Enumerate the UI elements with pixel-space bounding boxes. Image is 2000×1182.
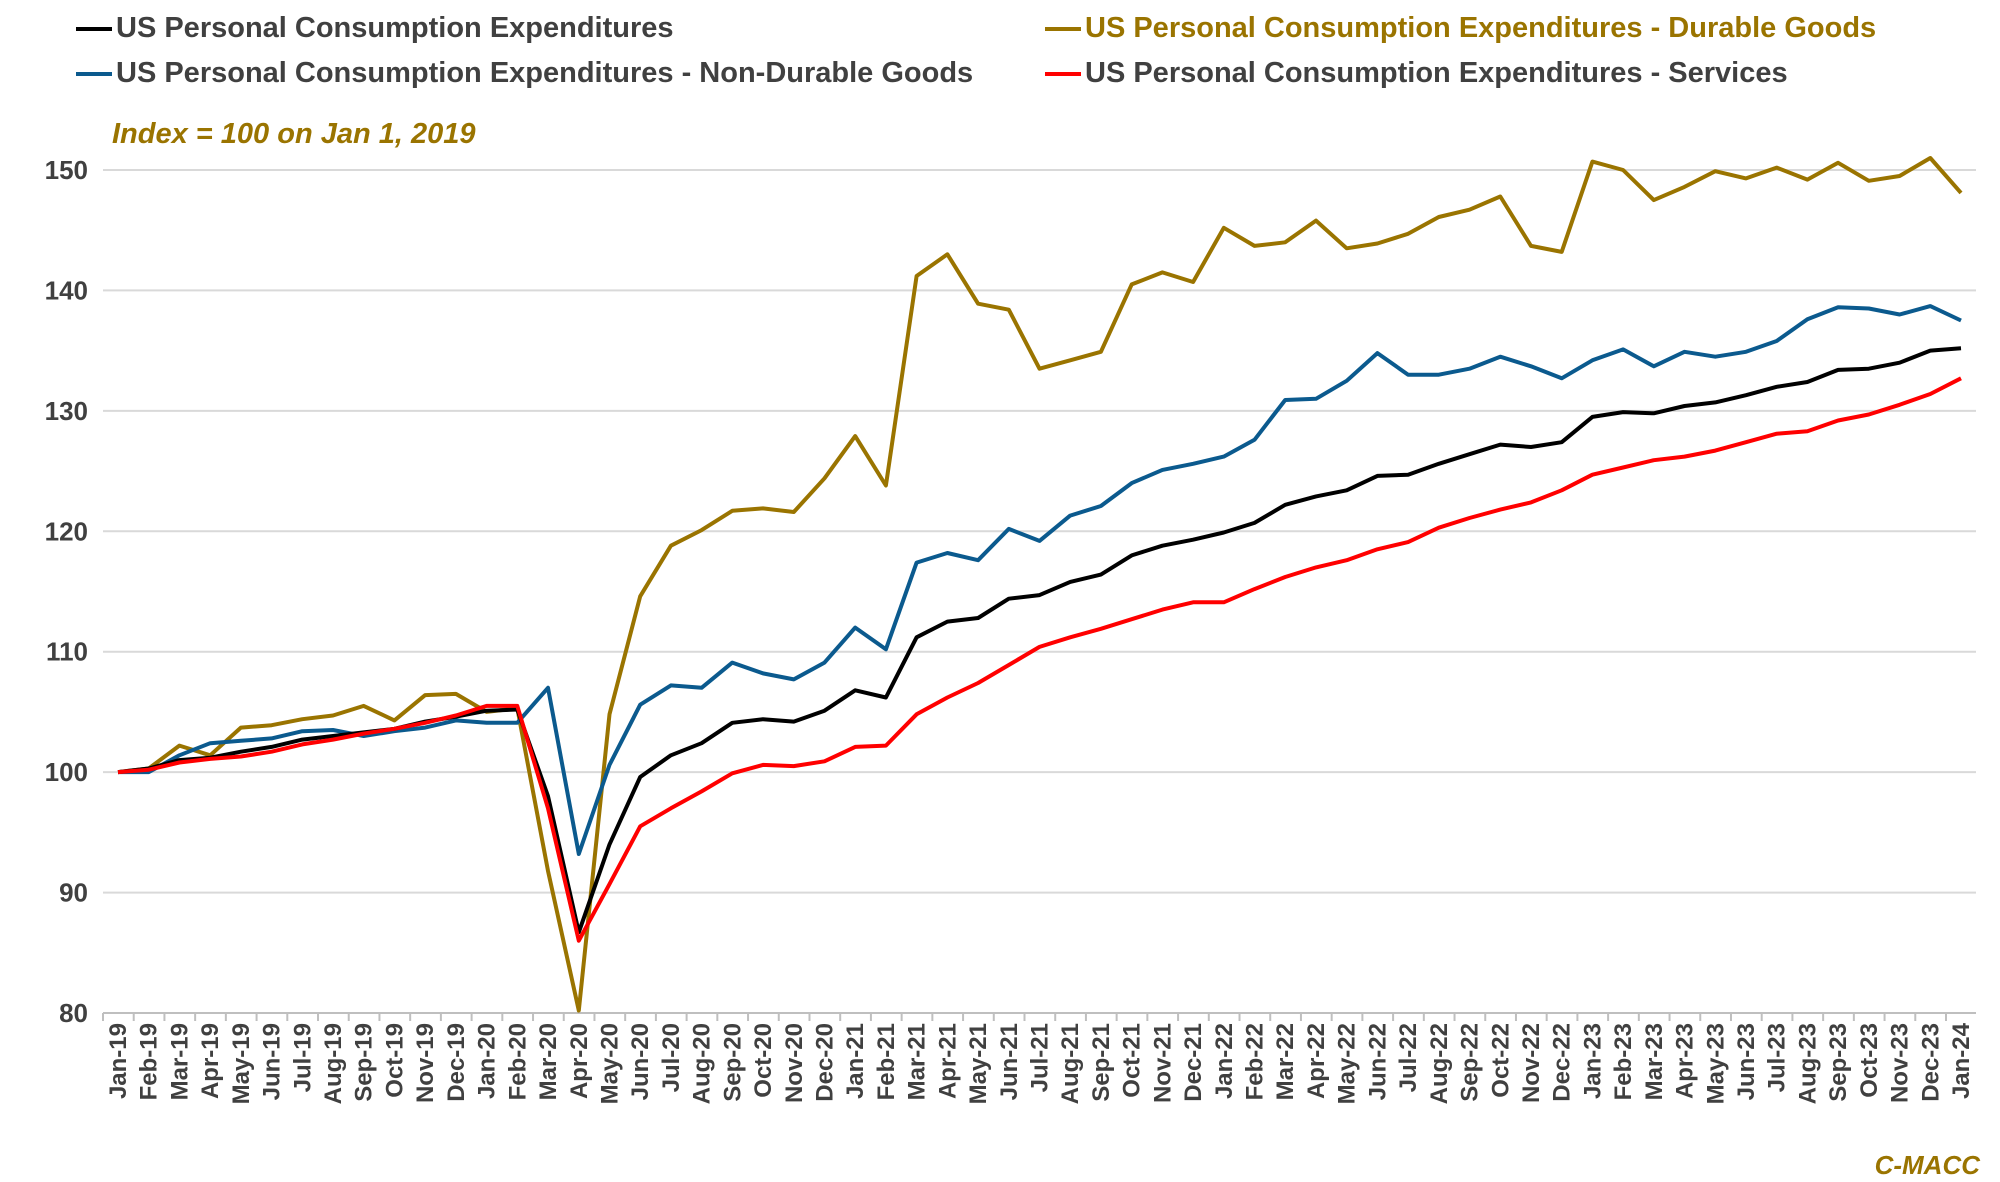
x-tick-label: Nov-19 [412,1023,439,1103]
legend-label-nondurable: US Personal Consumption Expenditures - N… [116,57,974,89]
source-label: C-MACC [1874,1150,1980,1180]
x-tick-label: Sep-20 [719,1023,746,1102]
x-tick-label: Feb-23 [1610,1023,1637,1100]
x-tick-label: Dec-20 [811,1023,838,1102]
legend-item-nondurable: US Personal Consumption Expenditures - N… [76,57,973,90]
x-tick-label: Aug-22 [1426,1023,1453,1104]
x-tick-label: Feb-19 [136,1023,163,1100]
x-tick-label: Dec-21 [1180,1023,1207,1102]
x-tick-label: Jan-23 [1579,1023,1606,1099]
x-tick-label: Oct-20 [750,1023,777,1098]
x-tick-label: May-19 [228,1023,255,1104]
x-tick-label: Apr-20 [566,1023,593,1099]
legend-swatch-nondurable [76,71,112,76]
legend-item-total: US Personal Consumption Expenditures [76,12,674,45]
series-line [117,346,1962,935]
x-tick-label: Mar-21 [904,1023,931,1100]
y-tick-label: 120 [45,516,88,546]
series-line [117,156,1963,1013]
x-tick-label: Apr-22 [1303,1023,1330,1099]
x-tick-label: May-23 [1702,1023,1729,1104]
x-tick-label: Jul-21 [1027,1023,1054,1092]
x-tick-label: Jan-19 [105,1023,132,1099]
legend-swatch-durable [1045,26,1081,31]
x-tick-label: Mar-23 [1641,1023,1668,1100]
x-tick-label: Jan-22 [1211,1023,1238,1099]
x-tick-label: Sep-22 [1457,1023,1484,1102]
x-tick-label: Aug-20 [689,1023,716,1104]
series-line [118,304,1962,856]
y-tick-label: 90 [59,878,88,908]
x-tick-label: Jul-23 [1764,1023,1791,1092]
x-tick-label: Apr-23 [1672,1023,1699,1099]
x-tick-label: Jun-20 [627,1023,654,1100]
x-tick-label: Aug-21 [1057,1023,1084,1104]
legend-label-services: US Personal Consumption Expenditures - S… [1085,57,1788,89]
x-tick-label: Oct-19 [381,1023,408,1098]
x-tick-label: Jun-19 [259,1023,286,1100]
x-tick-label: Apr-21 [934,1023,961,1099]
x-tick-label: Mar-19 [166,1023,193,1100]
index-annotation: Index = 100 on Jan 1, 2019 [112,118,476,150]
y-tick-label: 100 [45,757,88,787]
x-tick-label: Sep-21 [1088,1023,1115,1102]
legend-item-services: US Personal Consumption Expenditures - S… [1045,57,1788,90]
x-tick-label: Feb-21 [873,1023,900,1100]
y-tick-label: 150 [45,155,88,185]
x-tick-label: May-21 [965,1023,992,1104]
y-tick-label: 140 [45,275,88,305]
x-tick-label: Nov-23 [1887,1023,1914,1103]
x-tick-label: Apr-19 [197,1023,224,1099]
x-tick-label: Dec-22 [1549,1023,1576,1102]
x-tick-label: Feb-22 [1242,1023,1269,1100]
x-tick-label: Nov-20 [781,1023,808,1103]
x-tick-label: Mar-22 [1272,1023,1299,1100]
x-tick-label: Sep-23 [1825,1023,1852,1102]
x-tick-label: Nov-22 [1518,1023,1545,1103]
x-tick-label: Jun-22 [1364,1023,1391,1100]
x-tick-label: May-20 [596,1023,623,1104]
x-tick-label: Jun-21 [996,1023,1023,1100]
x-tick-label: Dec-19 [443,1023,470,1102]
x-tick-label: Jul-20 [658,1023,685,1092]
legend-swatch-total [76,26,112,31]
x-tick-label: Jun-23 [1733,1023,1760,1100]
legend-label-durable: US Personal Consumption Expenditures - D… [1085,12,1877,44]
x-tick-label: Oct-22 [1487,1023,1514,1098]
x-tick-label: Jan-24 [1948,1022,1975,1099]
legend-item-durable: US Personal Consumption Expenditures - D… [1045,12,1876,45]
x-tick-label: Dec-23 [1917,1023,1944,1102]
x-tick-label: Jul-19 [289,1023,316,1092]
legend-label-total: US Personal Consumption Expenditures [116,12,674,44]
x-tick-label: Aug-19 [320,1023,347,1104]
x-tick-label: Mar-20 [535,1023,562,1100]
legend-swatch-services [1045,71,1081,76]
x-tick-label: Sep-19 [351,1023,378,1102]
x-tick-label: Feb-20 [504,1023,531,1100]
x-tick-label: Jan-20 [474,1023,501,1099]
y-tick-label: 110 [46,637,88,667]
x-tick-label: Aug-23 [1794,1023,1821,1104]
x-tick-label: May-22 [1334,1023,1361,1104]
x-tick-label: Jul-22 [1395,1023,1422,1092]
y-tick-label: 80 [59,998,88,1028]
y-tick-label: 130 [45,396,88,426]
x-tick-label: Nov-21 [1149,1023,1176,1103]
series-line [117,376,1962,943]
x-tick-label: Oct-23 [1856,1023,1883,1098]
x-tick-label: Jan-21 [842,1023,869,1099]
x-tick-label: Oct-21 [1119,1023,1146,1098]
